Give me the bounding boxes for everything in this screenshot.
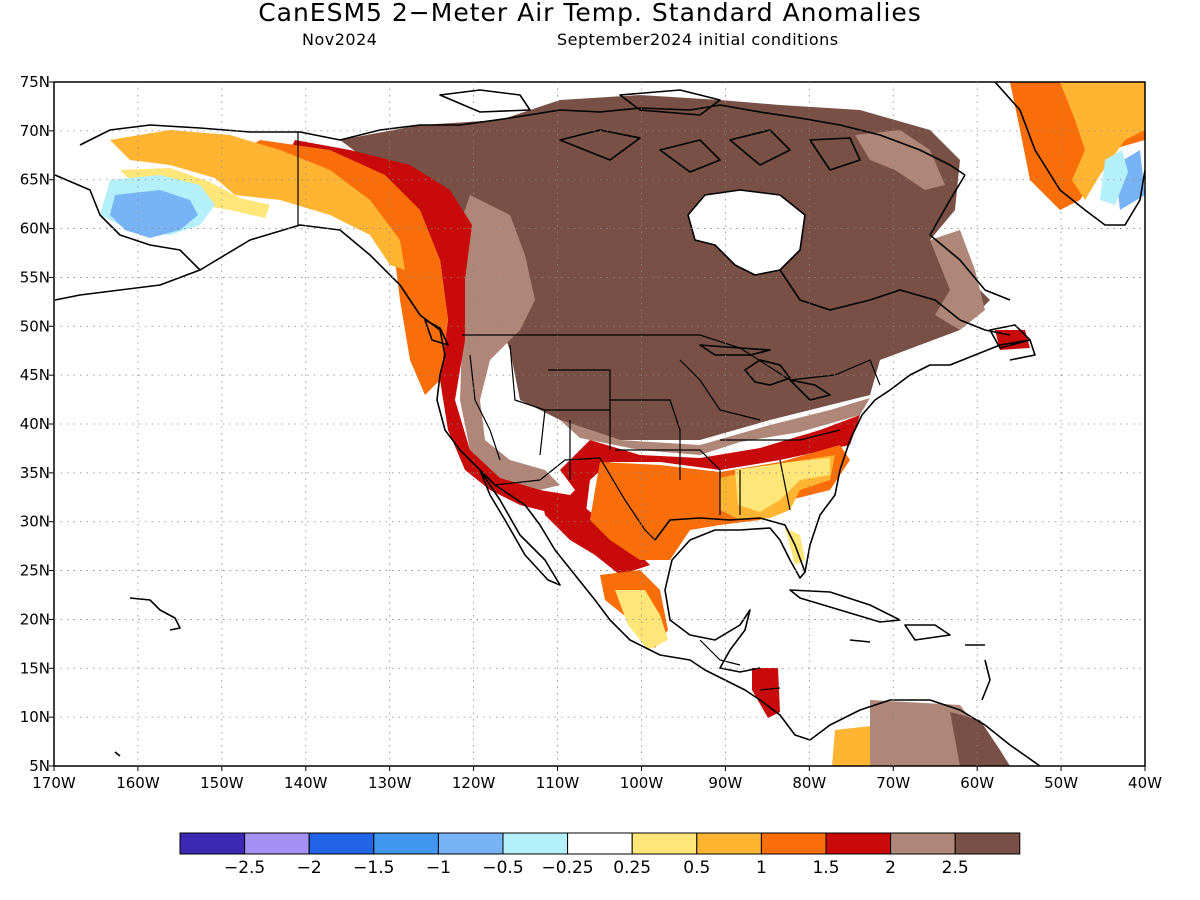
lat-label: 75N xyxy=(20,73,50,91)
lon-label: 110W xyxy=(536,774,580,792)
map-title: CanESM5 2−Meter Air Temp. Standard Anoma… xyxy=(258,0,922,27)
lon-label: 60W xyxy=(960,774,994,792)
lon-label: 160W xyxy=(116,774,160,792)
colorbar-swatch xyxy=(179,832,246,855)
lat-label: 15N xyxy=(20,659,50,677)
colorbar-label: 0.5 xyxy=(683,858,710,878)
colorbar-swatch xyxy=(437,832,504,855)
lon-label: 170W xyxy=(32,774,76,792)
lon-label: 140W xyxy=(284,774,328,792)
anomaly-region-arctic-lightbrown xyxy=(855,130,945,190)
lon-label: 130W xyxy=(368,774,412,792)
colorbar-swatch xyxy=(954,832,1021,855)
coastlines xyxy=(54,82,1145,766)
lon-label: 50W xyxy=(1044,774,1078,792)
colorbar-swatch xyxy=(760,832,827,855)
anomaly-region-hudson-white xyxy=(688,190,805,275)
lat-label: 35N xyxy=(20,464,50,482)
colorbar-swatch xyxy=(244,832,310,855)
anomaly-region-canada-dark xyxy=(340,95,990,440)
colorbar-swatch xyxy=(890,832,956,855)
lat-label: 50N xyxy=(20,317,50,335)
borders xyxy=(297,132,881,691)
lat-label: 60N xyxy=(20,220,50,238)
lat-label: 10N xyxy=(20,708,50,726)
lat-label: 5N xyxy=(29,757,50,775)
lat-label: 65N xyxy=(20,171,50,189)
colorbar-label: −2 xyxy=(297,858,322,878)
forecast-month: Nov2024 xyxy=(302,30,378,49)
lat-label: 40N xyxy=(20,415,50,433)
anomaly-region-orange-alaska xyxy=(110,130,405,270)
lat-label: 25N xyxy=(20,562,50,580)
colorbar-swatch xyxy=(373,832,439,855)
longitude-labels: 170W 160W 150W 140W 130W 120W 110W 100W 90W 80W 70… xyxy=(32,774,1162,792)
anomaly-region-greenland-lightblue xyxy=(1100,150,1128,205)
colorbar-swatch xyxy=(308,832,375,855)
colorbar-label: 1.5 xyxy=(812,858,839,878)
anomaly-region-sa-darkbrown xyxy=(950,712,1010,766)
lon-label: 80W xyxy=(792,774,826,792)
anomaly-region-red-band xyxy=(290,140,860,520)
colorbar-label: 1 xyxy=(756,858,767,878)
colorbar-label: 2.5 xyxy=(942,858,969,878)
colorbar-label: 2 xyxy=(885,858,896,878)
colorbar-label: −0.5 xyxy=(482,858,523,878)
lat-label: 55N xyxy=(20,268,50,286)
lon-label: 70W xyxy=(876,774,910,792)
lon-label: 150W xyxy=(200,774,244,792)
lat-label: 70N xyxy=(20,122,50,140)
anomaly-region-yellow-southeast xyxy=(735,458,830,512)
initial-conditions: September2024 initial conditions xyxy=(557,30,839,49)
colorbar-label: −1 xyxy=(426,858,451,878)
lon-label: 40W xyxy=(1128,774,1162,792)
colorbar xyxy=(179,832,1021,855)
lon-label: 90W xyxy=(708,774,742,792)
anomaly-region-mexico-red xyxy=(540,490,650,575)
anomaly-region-yellow-mexico xyxy=(615,590,668,650)
lat-label: 45N xyxy=(20,366,50,384)
anomaly-region-west-lightbrown xyxy=(458,195,560,495)
colorbar-swatch xyxy=(825,832,892,855)
lon-label: 120W xyxy=(452,774,496,792)
colorbar-labels: −2.5 −2 −1.5 −1 −0.5 −0.25 0.25 0.5 1 1.5 2 2.5 xyxy=(224,858,969,878)
axis-ticks xyxy=(49,81,1146,771)
anomaly-region-nicaragua-red xyxy=(752,668,780,718)
anomaly-region-orange-greenland xyxy=(1060,82,1145,200)
anomaly-region-darkorange-west xyxy=(245,140,448,395)
lat-label: 20N xyxy=(20,610,50,628)
lat-label: 30N xyxy=(20,513,50,531)
anomaly-region-labrador-lightbrown xyxy=(930,230,985,330)
anomaly-region-alaska-blue xyxy=(110,190,198,238)
map-area xyxy=(54,82,1145,766)
colorbar-swatch xyxy=(696,832,762,855)
lon-label: 100W xyxy=(620,774,664,792)
colorbar-swatch xyxy=(631,832,698,855)
colorbar-label: −0.25 xyxy=(542,858,594,878)
colorbar-label: 0.25 xyxy=(613,858,651,878)
latitude-labels: 75N 70N 65N 60N 55N 50N 45N 40N 35N 30N 25N 20N 15N 1… xyxy=(20,73,50,775)
colorbar-swatch xyxy=(567,832,633,855)
anomaly-region-south-lightbrown xyxy=(560,398,870,455)
colorbar-swatch xyxy=(502,832,569,855)
colorbar-label: −2.5 xyxy=(224,858,265,878)
colorbar-label: −1.5 xyxy=(353,858,394,878)
